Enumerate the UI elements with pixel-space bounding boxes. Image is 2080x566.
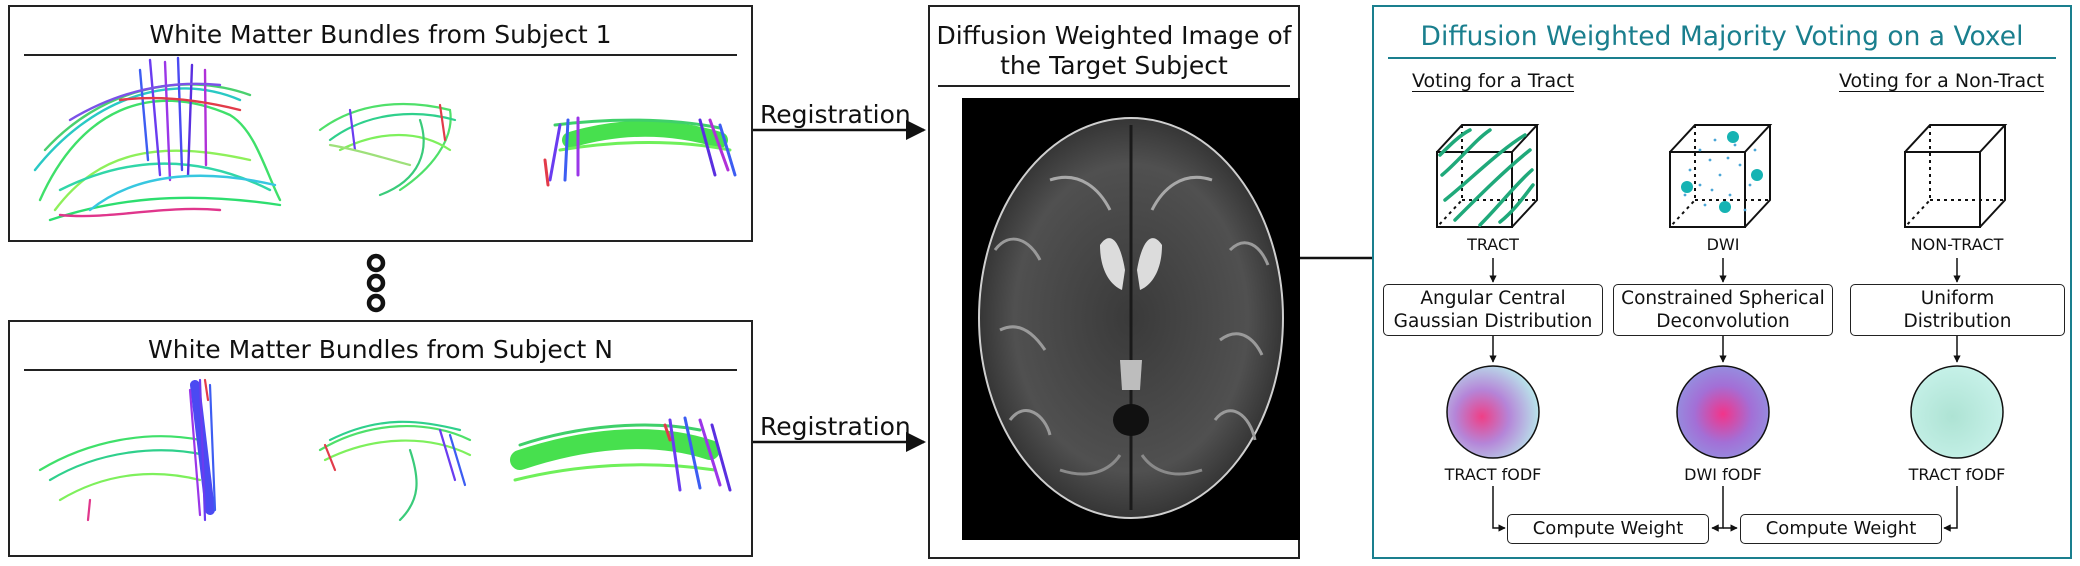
subject1-title-rule (24, 54, 737, 56)
compute-connectors (1492, 486, 1958, 532)
subjectN-title-rule (24, 369, 737, 371)
tract-fodf-sphere (1446, 365, 1540, 459)
csd-line1: Constrained Spherical (1621, 287, 1825, 309)
tract-cube-icon (1436, 124, 1540, 228)
voting-title: Diffusion Weighted Majority Voting on a … (1420, 21, 2024, 52)
acg-line2: Gaussian Distribution (1393, 311, 1593, 332)
brain-dwi-image (962, 98, 1300, 540)
subject1-title: White Matter Bundles from Subject 1 (149, 20, 612, 49)
voting-tract-heading: Voting for a Tract (1412, 70, 1575, 92)
registration-label-top: Registration (760, 100, 911, 129)
acg-distribution-box: Angular Central Gaussian Distribution (1383, 284, 1603, 336)
bundle-illustration-s1-a (33, 56, 282, 222)
bundle-illustration-sN-c (510, 416, 732, 492)
nontract-to-compute-right (1943, 486, 1958, 532)
cube-label-nontract: NON-TRACT (1910, 235, 2004, 254)
fodf-label-nontract: TRACT fODF (1908, 465, 2006, 484)
voting-title-rule (1388, 57, 2056, 59)
nontract-cube-icon (1904, 124, 2008, 228)
acg-line1: Angular Central (1420, 287, 1566, 309)
bundle-illustration-s1-b (318, 102, 457, 197)
bundle-illustration-s1-c (543, 116, 737, 187)
dwi-title-line2: the Target Subject (1000, 51, 1228, 80)
ellipsis-icon (366, 253, 386, 313)
uniform-line1: Uniform (1920, 287, 1995, 309)
dwi-fodf-sphere (1676, 365, 1770, 459)
uniform-line2: Distribution (1903, 311, 2012, 332)
cube-label-dwi: DWI (1706, 235, 1740, 254)
fodf-label-tract: TRACT fODF (1444, 465, 1542, 484)
cube-label-tract: TRACT (1467, 235, 1519, 254)
nontract-fodf-sphere (1910, 365, 2004, 459)
tract-to-compute-left (1492, 486, 1506, 532)
flow-arrows (1489, 258, 1961, 363)
registration-label-bottom: Registration (760, 412, 911, 441)
csd-box: Constrained Spherical Deconvolution (1613, 284, 1833, 336)
voting-nontract-heading: Voting for a Non-Tract (1839, 70, 2045, 92)
compute-weight-right: Compute Weight (1740, 514, 1942, 544)
csd-line2: Deconvolution (1656, 311, 1790, 332)
dwi-title-rule (938, 85, 1290, 87)
compute-weight-left: Compute Weight (1507, 514, 1709, 544)
uniform-distribution-box: Uniform Distribution (1850, 284, 2065, 336)
bundle-illustration-sN-a (38, 378, 217, 522)
dwi-to-compute-left (1711, 486, 1724, 532)
bundle-illustration-sN-b (318, 420, 472, 522)
dwi-title-line1: Diffusion Weighted Image of (936, 21, 1292, 50)
fodf-label-dwi: DWI fODF (1684, 465, 1762, 484)
dwi-cube-icon (1669, 124, 1773, 228)
subjectN-title: White Matter Bundles from Subject N (148, 335, 613, 364)
